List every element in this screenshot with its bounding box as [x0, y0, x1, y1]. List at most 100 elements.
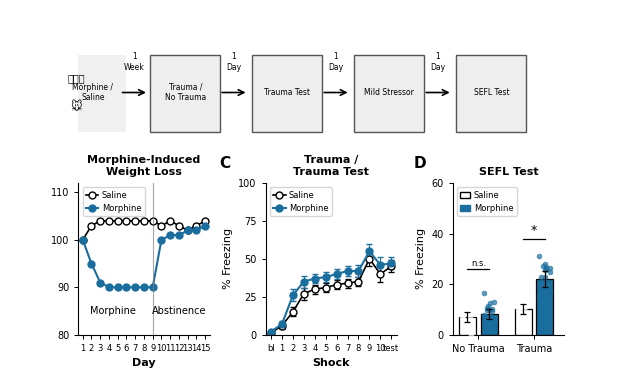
Point [483, 303, 493, 309]
Saline [149, 219, 157, 223]
Point [464, 306, 474, 312]
Text: Trauma /
No Trauma: Trauma / No Trauma [165, 83, 206, 102]
Point [465, 314, 475, 320]
Point [514, 321, 524, 327]
Morphine [166, 233, 174, 237]
Point [540, 274, 550, 280]
Text: 1
Day: 1 Day [226, 52, 241, 72]
X-axis label: Shock: Shock [312, 358, 350, 368]
Bar [481, 314, 498, 335]
Morphine [192, 228, 200, 233]
Point [482, 305, 492, 311]
Line: Saline: Saline [79, 217, 209, 243]
Saline [79, 238, 87, 242]
Saline [184, 228, 191, 233]
Legend: Saline, Morphine: Saline, Morphine [457, 187, 517, 216]
Point [482, 316, 492, 322]
Morphine [140, 285, 148, 290]
Point [487, 306, 497, 312]
Saline [157, 223, 165, 228]
Morphine [105, 285, 113, 290]
Point [483, 317, 493, 323]
Point [458, 313, 468, 319]
Point [463, 311, 473, 317]
Point [487, 308, 497, 314]
FancyBboxPatch shape [252, 55, 322, 132]
Saline [132, 219, 139, 223]
Morphine [132, 285, 139, 290]
Point [462, 323, 472, 329]
Morphine [97, 280, 104, 285]
Saline [88, 223, 95, 228]
Point [545, 289, 556, 295]
Point [540, 267, 550, 273]
Point [534, 253, 544, 259]
Title: Morphine-Induced
Weight Loss: Morphine-Induced Weight Loss [87, 155, 201, 177]
Point [485, 300, 495, 306]
Point [541, 280, 551, 286]
Point [537, 283, 547, 289]
Morphine [114, 285, 122, 290]
Point [458, 317, 468, 323]
Point [458, 327, 468, 333]
Text: *: * [531, 224, 537, 237]
Bar [537, 279, 554, 335]
Morphine [123, 285, 130, 290]
Point [520, 301, 530, 307]
Morphine [149, 285, 157, 290]
Point [514, 303, 524, 309]
FancyBboxPatch shape [150, 55, 220, 132]
Point [487, 313, 497, 319]
Point [540, 279, 550, 285]
Bar [459, 317, 476, 335]
Point [464, 324, 474, 330]
Point [516, 300, 526, 306]
Saline [175, 223, 182, 228]
Bar [515, 309, 532, 335]
Saline [166, 219, 174, 223]
Point [519, 313, 529, 319]
Point [513, 297, 523, 303]
Text: Morphine: Morphine [90, 306, 136, 316]
Point [490, 318, 500, 324]
Point [523, 309, 533, 315]
Point [466, 332, 476, 338]
Point [517, 299, 527, 305]
Morphine [88, 261, 95, 266]
Saline [140, 219, 148, 223]
Saline [97, 219, 104, 223]
Line: Morphine: Morphine [79, 222, 209, 291]
Point [540, 265, 551, 271]
Saline [114, 219, 122, 223]
Point [535, 281, 545, 287]
Text: Trauma Test: Trauma Test [265, 88, 310, 97]
Saline [201, 219, 209, 223]
Point [481, 320, 491, 326]
Point [540, 261, 550, 267]
Point [519, 300, 529, 306]
Point [544, 290, 554, 296]
Legend: Saline, Morphine: Saline, Morphine [270, 187, 332, 216]
Title: SEFL Test: SEFL Test [479, 167, 539, 177]
Point [545, 265, 555, 271]
Point [457, 313, 467, 319]
Point [483, 307, 493, 313]
Point [540, 264, 551, 270]
Point [520, 304, 530, 310]
Point [540, 281, 550, 287]
Text: 1
Week: 1 Week [124, 52, 145, 72]
Text: C: C [219, 156, 231, 171]
Point [514, 308, 524, 314]
Text: Mild Stressor: Mild Stressor [364, 88, 414, 97]
Point [534, 293, 544, 299]
Point [538, 286, 548, 292]
Text: 1
Day: 1 Day [430, 52, 446, 72]
Point [482, 307, 492, 313]
Text: 🐭: 🐭 [70, 101, 82, 112]
Morphine [184, 228, 191, 233]
Point [544, 268, 554, 274]
Morphine [175, 233, 182, 237]
Point [543, 302, 553, 308]
Saline [105, 219, 113, 223]
Point [535, 274, 545, 280]
